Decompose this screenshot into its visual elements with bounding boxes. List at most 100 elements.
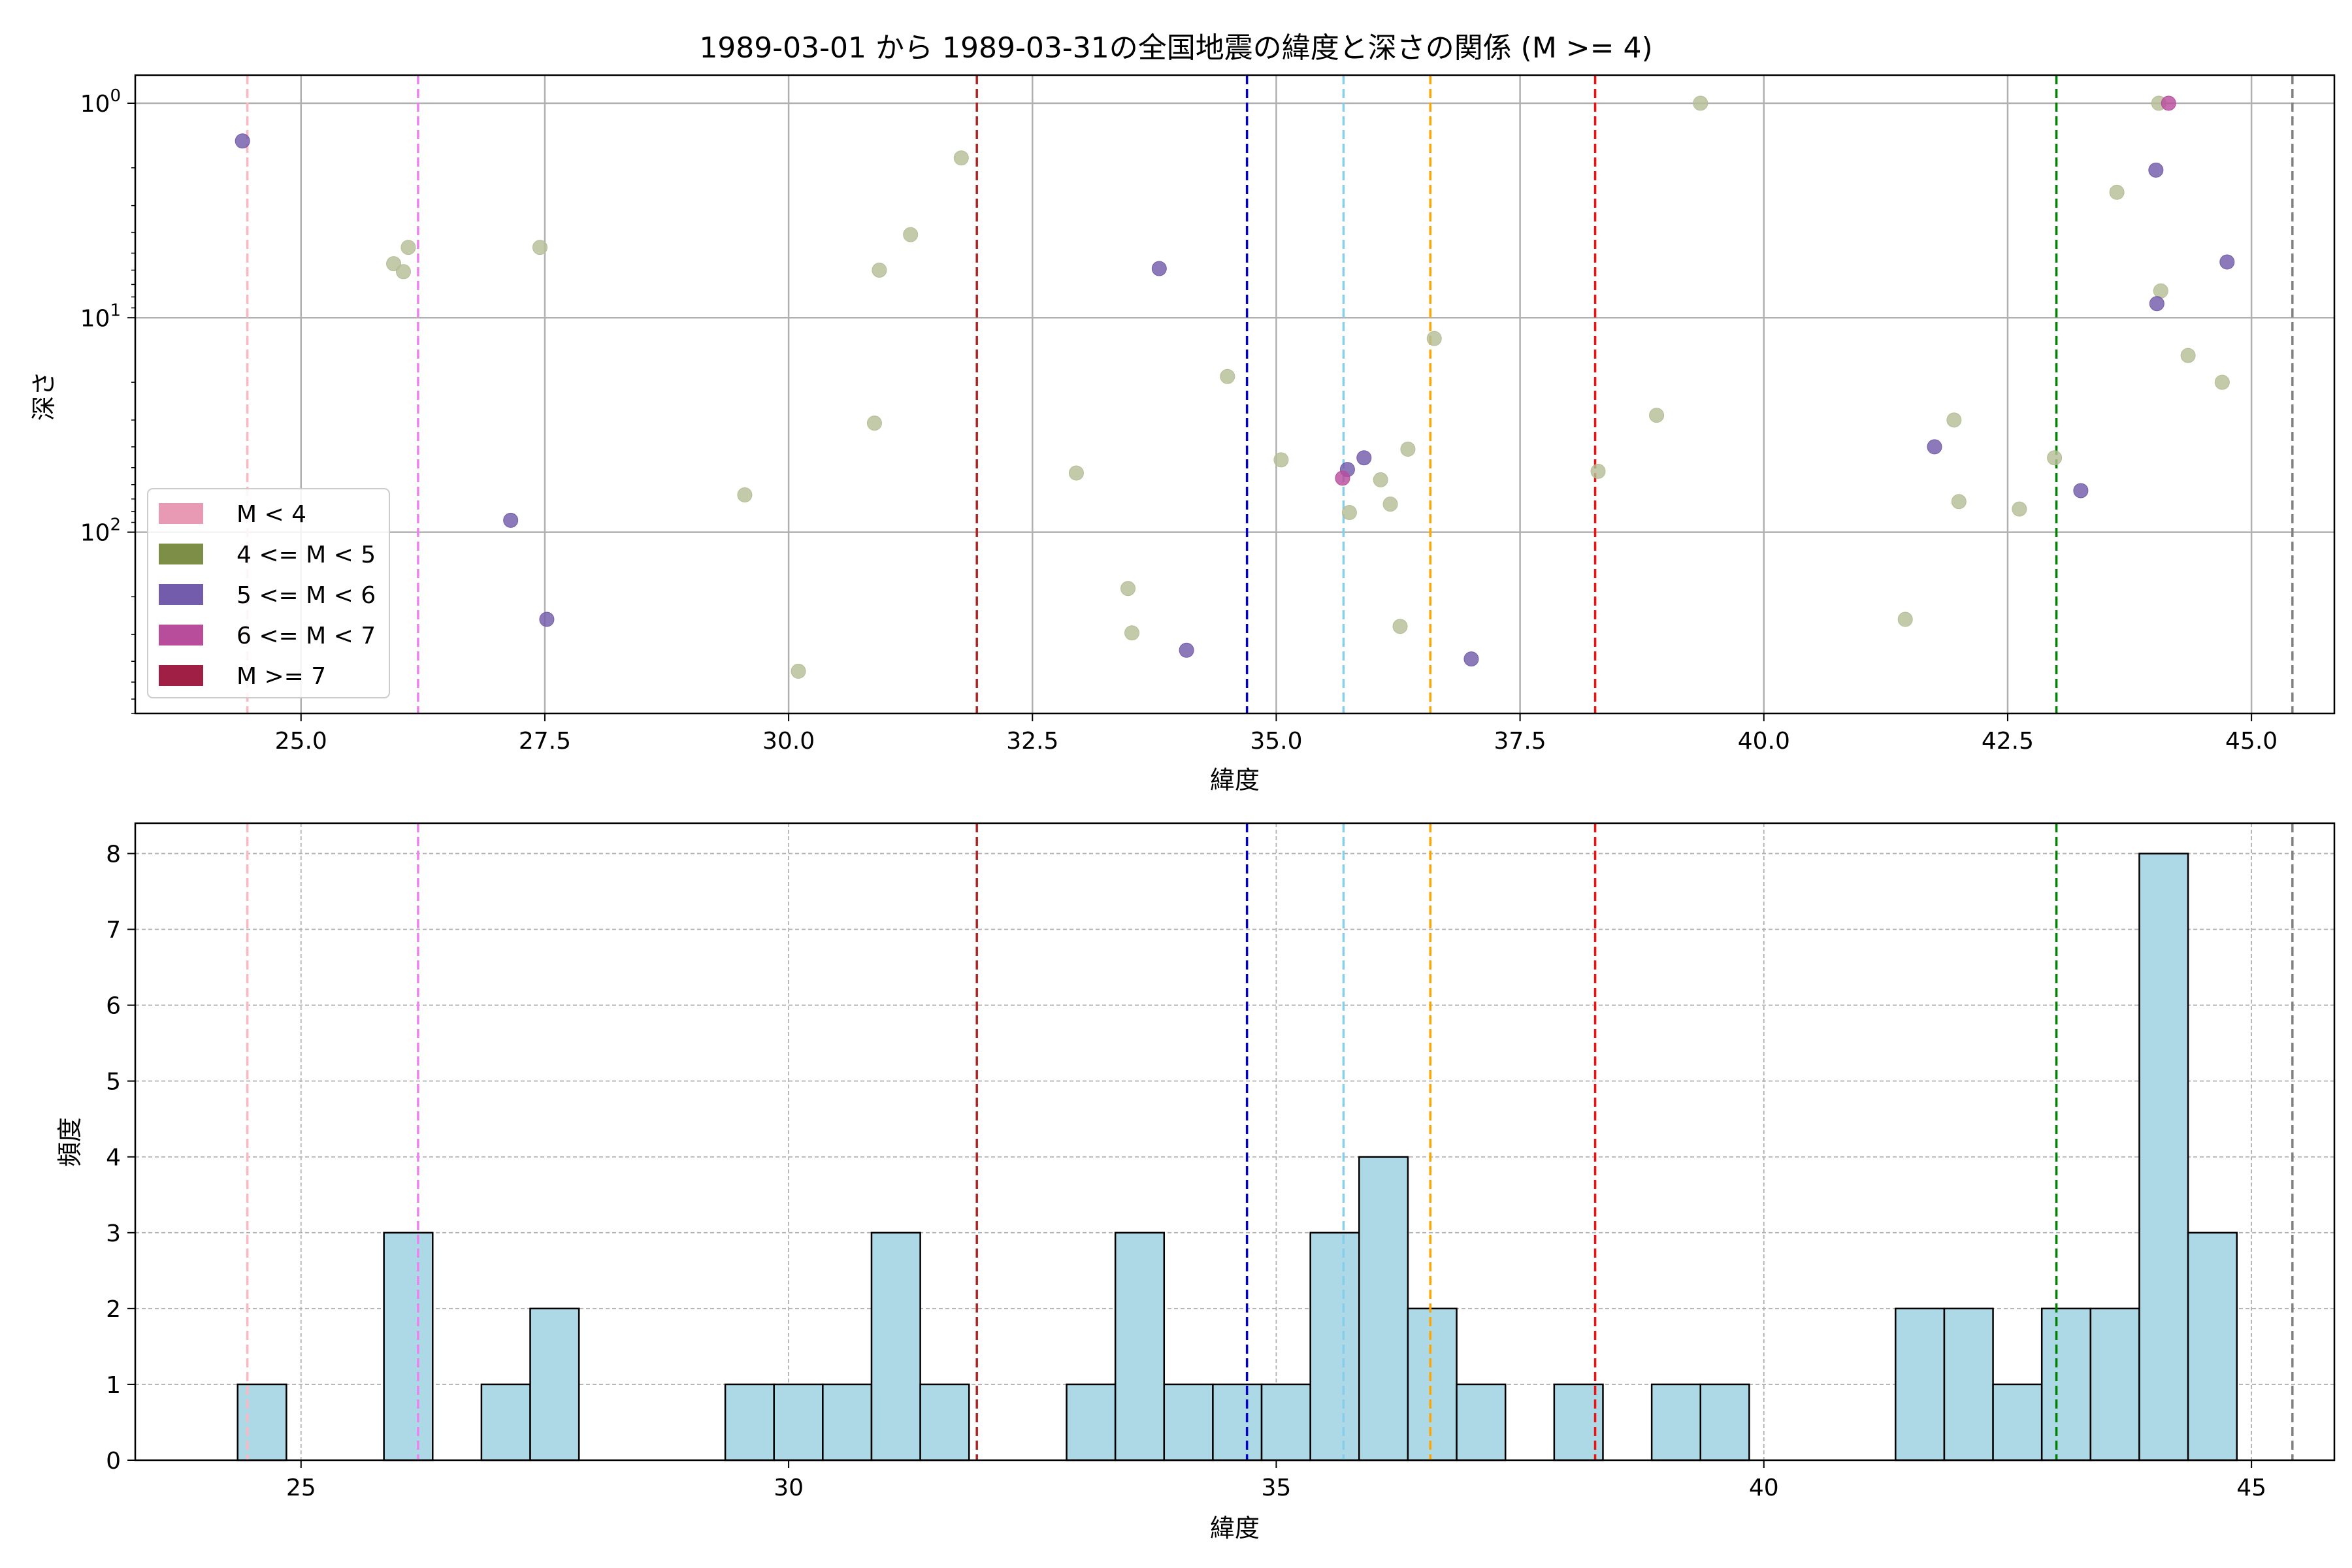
histogram-bar xyxy=(2187,1232,2238,1462)
histogram-bars xyxy=(237,853,2238,1462)
scatter-point xyxy=(1179,642,1194,658)
x-tick-label: 40.0 xyxy=(1738,728,1790,755)
x-tick-label: 42.5 xyxy=(1982,728,2034,755)
scatter-point xyxy=(1373,472,1388,487)
scatter-x-ticks: 25.0 27.5 30.0 32.5 35.0 37.5 40.0 42.5 45.0 xyxy=(275,713,2278,755)
histogram-bar xyxy=(1163,1383,1214,1462)
x-tick-label: 35.0 xyxy=(1250,728,1302,755)
y-tick-label: 3 xyxy=(106,1220,121,1247)
y-tick-label: 1 xyxy=(106,1372,121,1399)
scatter-point xyxy=(1463,651,1479,667)
histogram-bar xyxy=(1943,1307,1994,1462)
histogram-bar xyxy=(2138,853,2189,1462)
scatter-point xyxy=(1426,331,1442,346)
scatter-point xyxy=(1927,439,1942,455)
scatter-point xyxy=(2073,483,2089,498)
legend-swatch xyxy=(159,584,203,605)
histogram-y-axis-label: 頻度 xyxy=(56,1117,84,1167)
histogram-bar xyxy=(870,1232,921,1462)
scatter-point xyxy=(866,416,882,431)
scatter-point xyxy=(1946,412,1962,428)
x-tick-label: 45.0 xyxy=(2225,728,2278,755)
histogram-bar xyxy=(724,1383,775,1462)
histogram-bar xyxy=(919,1383,970,1462)
histogram-bar xyxy=(1895,1307,1946,1462)
scatter-point xyxy=(532,240,547,255)
scatter-point xyxy=(2161,95,2176,111)
histogram-bar xyxy=(2040,1307,2092,1462)
scatter-point xyxy=(1951,494,1967,510)
histogram-y-ticks: 0 1 2 3 4 5 6 7 8 xyxy=(106,841,135,1475)
scatter-point xyxy=(1341,505,1357,521)
scatter-point xyxy=(539,612,555,627)
histogram-bar xyxy=(822,1383,873,1462)
y-tick-label: 5 xyxy=(106,1069,121,1096)
x-tick-label: 45 xyxy=(2236,1475,2266,1501)
scatter-point xyxy=(2148,162,2164,178)
histogram-bar xyxy=(1358,1156,1409,1462)
y-tick-label: 7 xyxy=(106,917,121,944)
scatter-point xyxy=(737,487,753,502)
legend-label: M >= 7 xyxy=(237,663,326,690)
scatter-y-gridlines xyxy=(135,102,2334,533)
scatter-point xyxy=(2047,450,2063,466)
scatter-y-ticks: 100 101 102 xyxy=(80,86,135,714)
scatter-points xyxy=(235,95,2235,679)
histogram-bar xyxy=(1992,1383,2043,1462)
histogram-plot-area xyxy=(135,823,2334,1460)
histogram-bar xyxy=(1114,1232,1166,1462)
scatter-point xyxy=(1356,450,1372,466)
x-tick-label: 30 xyxy=(774,1475,804,1501)
x-tick-label: 40 xyxy=(1749,1475,1779,1501)
scatter-frame xyxy=(134,74,2336,715)
legend-swatch xyxy=(159,503,203,524)
x-tick-label: 35 xyxy=(1262,1475,1292,1501)
histogram-bar xyxy=(1456,1383,1507,1462)
scatter-point xyxy=(1897,612,1913,627)
scatter-point xyxy=(2149,296,2164,312)
scatter-point xyxy=(1335,470,1350,486)
scatter-point xyxy=(1151,261,1167,276)
x-tick-label: 25 xyxy=(286,1475,316,1501)
x-tick-label: 27.5 xyxy=(519,728,571,755)
y-tick-label: 101 xyxy=(80,301,121,332)
legend: M < 4 4 <= M < 5 5 <= M < 6 6 <= M < 7 M >= … xyxy=(147,488,390,698)
histogram-bar xyxy=(237,1383,287,1462)
y-tick-label: 4 xyxy=(106,1145,121,1171)
scatter-point xyxy=(1649,408,1665,423)
histogram-bar xyxy=(1212,1383,1263,1462)
scatter-point xyxy=(2180,348,2196,363)
legend-swatch xyxy=(159,625,203,645)
histogram-bar xyxy=(2089,1307,2140,1462)
scatter-point xyxy=(503,512,519,528)
histogram-bar xyxy=(1309,1232,1360,1462)
histogram-bar xyxy=(383,1232,434,1462)
scatter-point xyxy=(2109,184,2125,200)
histogram-bar xyxy=(1066,1383,1117,1462)
legend-swatch xyxy=(159,544,203,564)
scatter-point xyxy=(1120,581,1136,596)
y-tick-label: 102 xyxy=(80,515,121,547)
scatter-point xyxy=(1693,95,1708,111)
histogram-bar xyxy=(773,1383,824,1462)
scatter-point xyxy=(2012,501,2027,517)
y-tick-label: 100 xyxy=(80,86,121,118)
scatter-point xyxy=(903,227,919,242)
legend-label: 6 <= M < 7 xyxy=(237,623,376,649)
scatter-point xyxy=(1068,465,1084,481)
y-tick-label: 8 xyxy=(106,841,121,868)
histogram-x-axis-label: 緯度 xyxy=(1210,1514,1260,1543)
legend-label: 4 <= M < 5 xyxy=(237,542,376,568)
y-tick-label: 6 xyxy=(106,993,121,1020)
x-tick-label: 37.5 xyxy=(1494,728,1546,755)
scatter-plot-area xyxy=(135,75,2334,713)
scatter-point xyxy=(1382,497,1398,512)
scatter-point xyxy=(2214,374,2230,390)
legend-swatch xyxy=(159,665,203,686)
histogram-frame xyxy=(134,822,2336,1462)
histogram-bar xyxy=(1699,1383,1750,1462)
histogram-bar xyxy=(480,1383,531,1462)
legend-label: 5 <= M < 6 xyxy=(237,582,376,609)
